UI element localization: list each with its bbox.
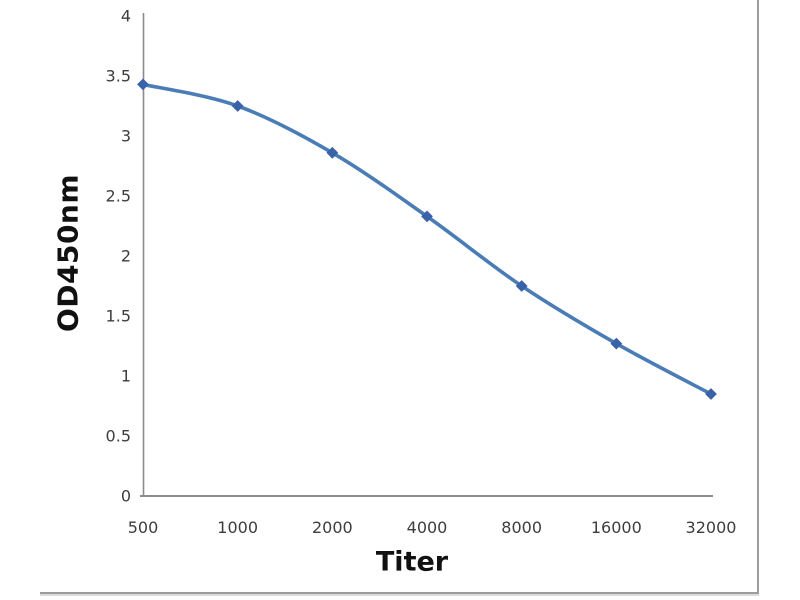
y-tick-label: 2.5	[106, 187, 131, 206]
y-tick-label: 0.5	[106, 427, 131, 446]
series-line	[141, 82, 713, 396]
y-tick-label: 1.5	[106, 307, 131, 326]
x-tick-label: 500	[128, 518, 159, 537]
y-tick-label: 3	[121, 127, 131, 146]
data-point-marker	[610, 337, 623, 350]
data-point-marker	[421, 210, 433, 223]
x-tick-label: 2000	[312, 518, 353, 537]
y-tick-label: 4	[121, 7, 131, 26]
x-tick-label: 1000	[217, 518, 258, 537]
data-point-marker	[137, 78, 149, 91]
x-tick-label: 4000	[407, 518, 448, 537]
y-tick-label: 3.5	[106, 67, 131, 86]
image-border-bottom	[40, 592, 759, 594]
y-tick-label: 1	[121, 367, 131, 386]
x-tick-label: 16000	[591, 518, 642, 537]
x-tick-label: 32000	[686, 518, 737, 537]
data-point-marker	[231, 100, 244, 112]
data-point-marker	[705, 388, 717, 400]
image-border-right	[757, 0, 759, 594]
y-tick-label: 2	[121, 247, 131, 266]
y-axis-title: OD450nm	[51, 173, 85, 333]
x-axis-title: Titer	[375, 546, 449, 578]
x-tick-label: 8000	[501, 518, 542, 537]
y-tick-label: 0	[121, 487, 131, 506]
data-point-marker	[515, 280, 528, 292]
data-point-marker	[326, 146, 339, 159]
